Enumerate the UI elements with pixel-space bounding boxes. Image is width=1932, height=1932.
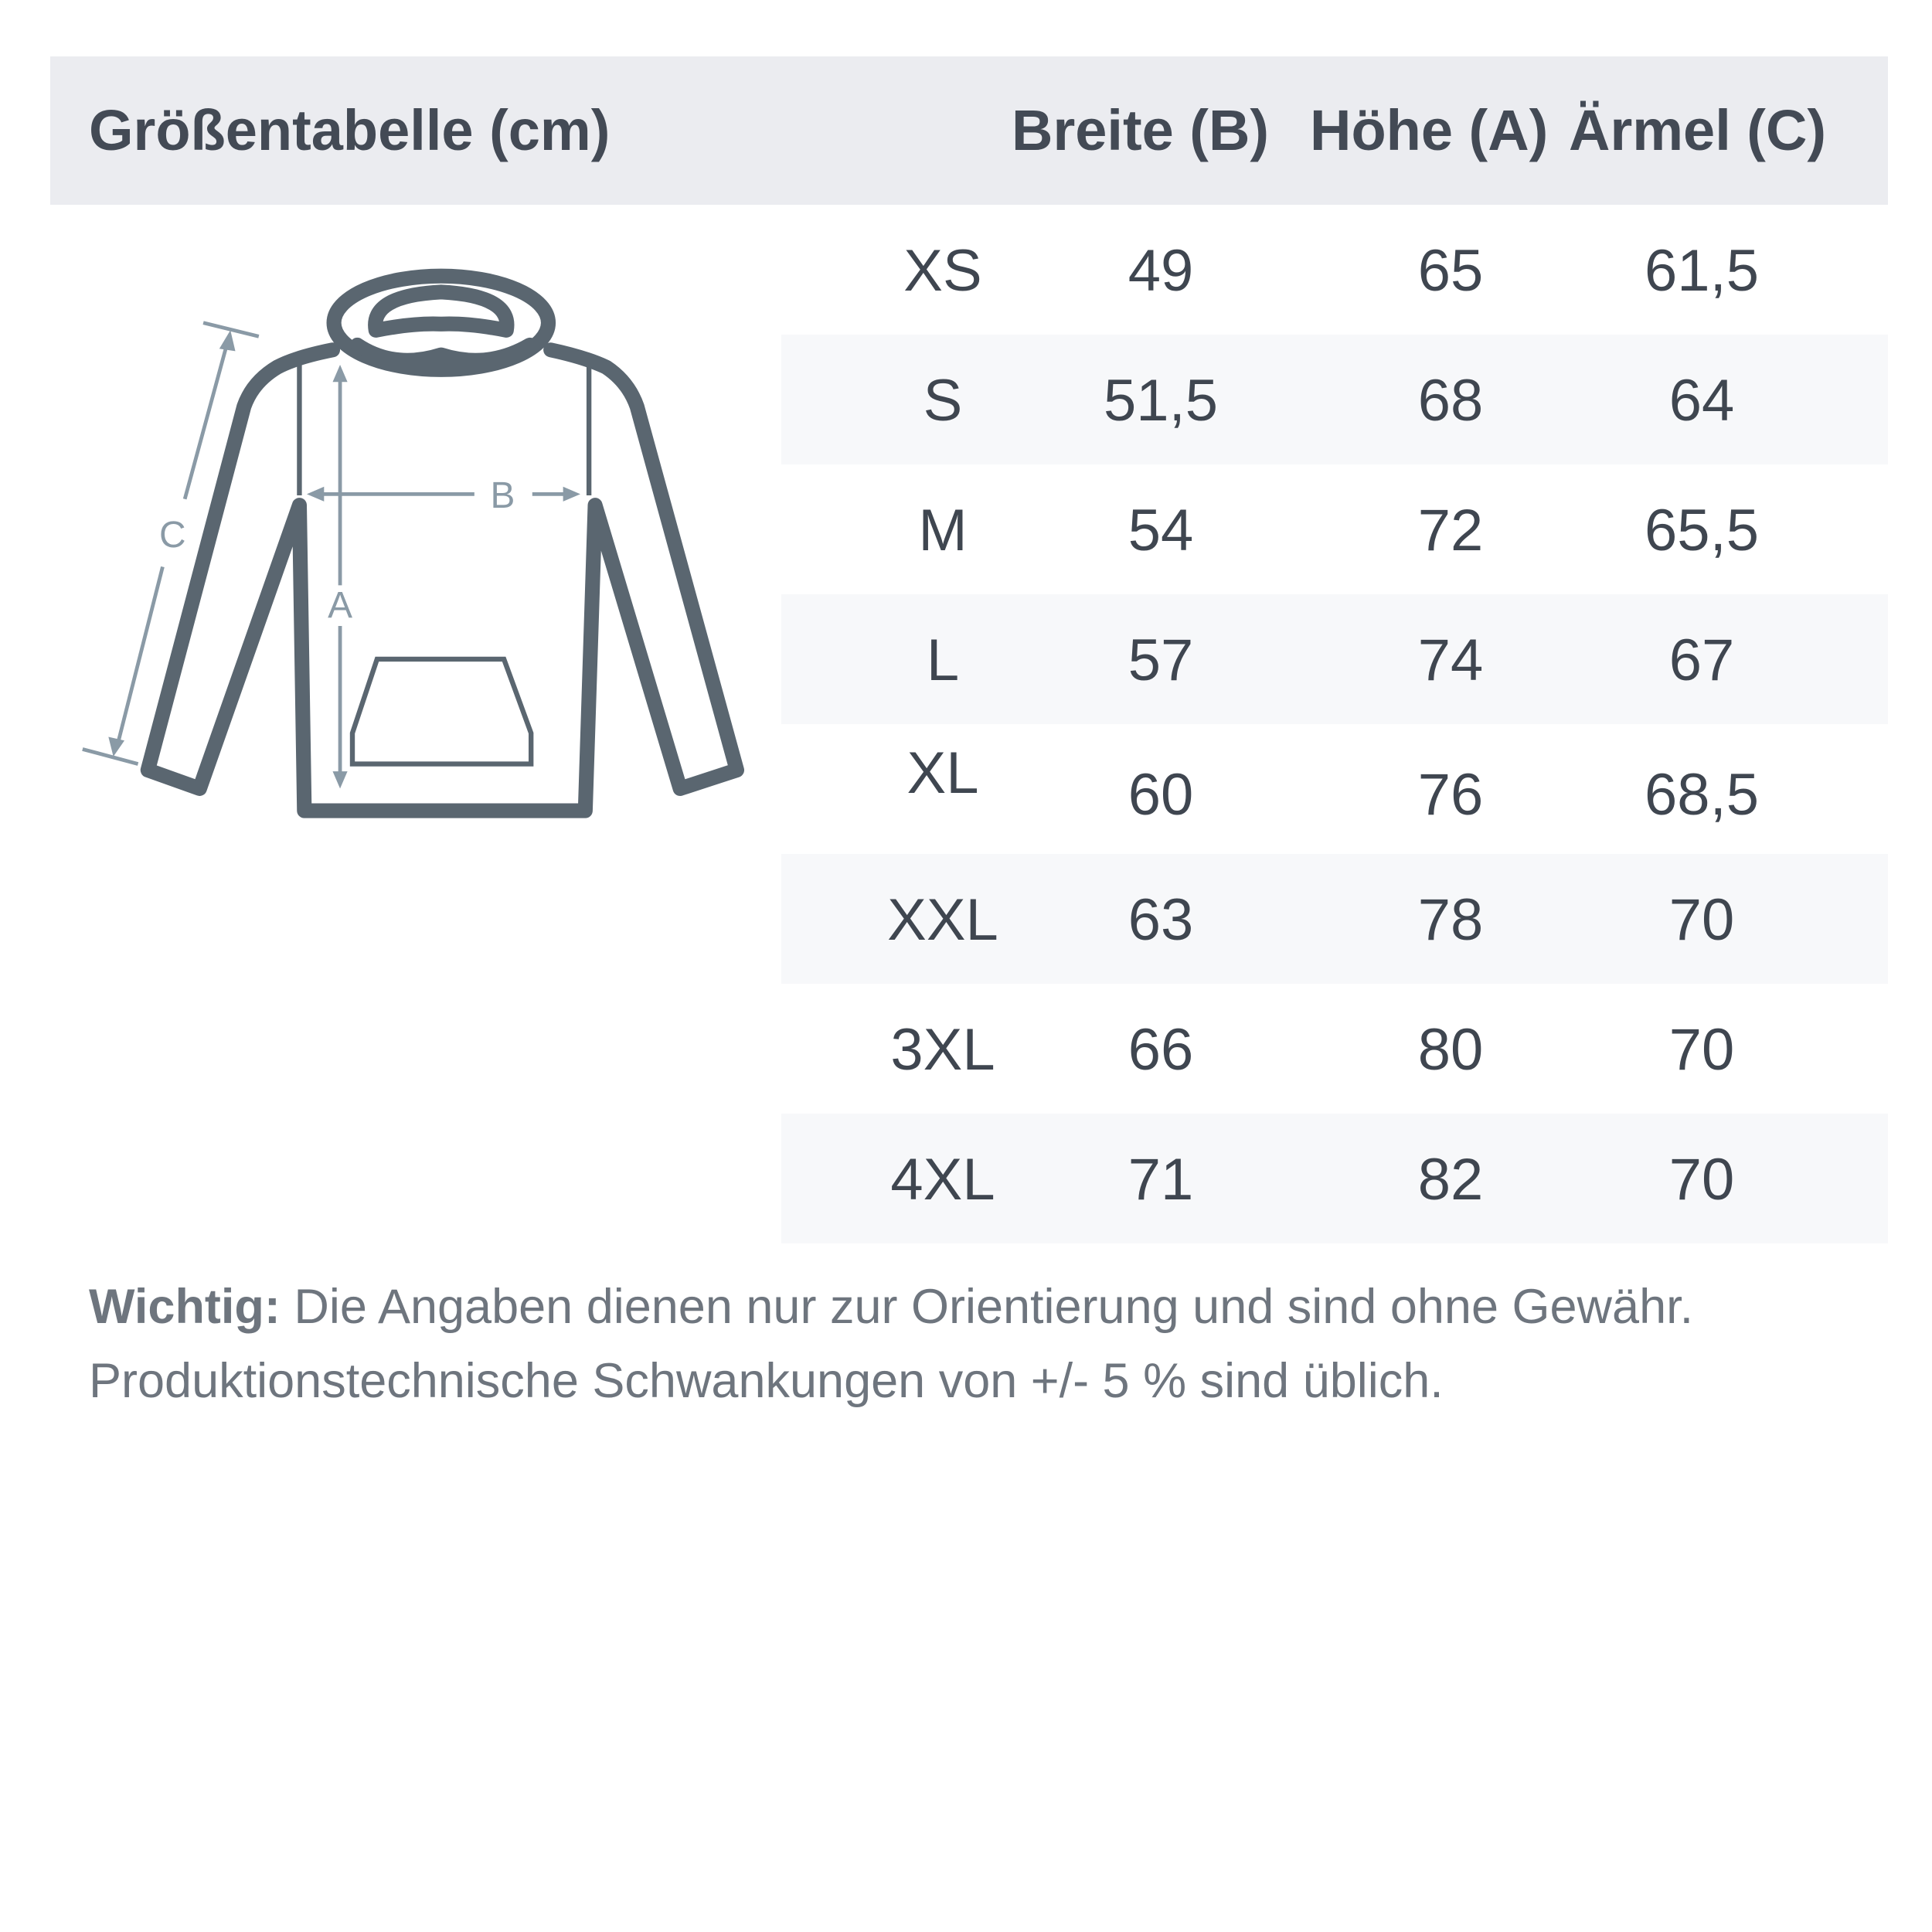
- cell-hoehe: 78: [1417, 887, 1484, 953]
- cell-aermel: 70: [1668, 1017, 1735, 1083]
- cell-aermel: 61,5: [1645, 238, 1759, 304]
- cell-size: 3XL: [890, 1017, 995, 1083]
- cell-breite: 51,5: [1104, 368, 1218, 434]
- row-stripe: [781, 854, 1888, 984]
- pocket-outline: [349, 656, 534, 767]
- cell-breite: 49: [1128, 238, 1194, 304]
- label-a: A: [328, 585, 352, 626]
- cell-breite: 60: [1128, 762, 1194, 828]
- row-stripe: [781, 1114, 1888, 1243]
- cell-size: M: [918, 498, 968, 563]
- page-title: Größentabelle (cm): [89, 98, 611, 162]
- cell-hoehe: 65: [1417, 238, 1484, 304]
- cell-size: XL: [906, 740, 979, 806]
- note-line-1: Wichtig: Die Angaben dienen nur zur Orie…: [89, 1279, 1693, 1335]
- measurement-arrows: [82, 321, 580, 789]
- cell-size: 4XL: [890, 1147, 995, 1213]
- cell-aermel: 70: [1668, 1147, 1735, 1213]
- cell-hoehe: 72: [1417, 498, 1484, 563]
- table-header-band: [50, 56, 1888, 205]
- label-b: B: [491, 475, 515, 516]
- cell-breite: 66: [1128, 1017, 1194, 1083]
- cell-aermel: 67: [1668, 628, 1735, 693]
- column-header-breite: Breite (B): [1012, 98, 1270, 162]
- cell-size: S: [923, 368, 963, 434]
- hoodie-icon: [140, 268, 745, 818]
- cell-breite: 54: [1128, 498, 1194, 563]
- cell-breite: 71: [1128, 1147, 1194, 1213]
- cell-aermel: 64: [1668, 368, 1735, 434]
- cell-hoehe: 76: [1417, 762, 1484, 828]
- cell-breite: 57: [1128, 628, 1194, 693]
- cell-hoehe: 68: [1417, 368, 1484, 434]
- note-text-1: Die Angaben dienen nur zur Orientierung …: [280, 1280, 1694, 1334]
- cell-aermel: 70: [1668, 887, 1735, 953]
- row-stripe: [781, 335, 1888, 464]
- label-c: C: [159, 515, 186, 556]
- cell-hoehe: 80: [1417, 1017, 1484, 1083]
- column-header-hoehe: Höhe (A): [1310, 98, 1549, 162]
- column-header-aermel: Ärmel (C): [1569, 98, 1827, 162]
- cell-aermel: 65,5: [1645, 498, 1759, 563]
- note-label: Wichtig:: [89, 1280, 281, 1334]
- cell-size: XS: [903, 238, 982, 304]
- cell-breite: 63: [1128, 887, 1194, 953]
- note-line-2: Produktionstechnische Schwankungen von +…: [89, 1354, 1444, 1408]
- cell-aermel: 68,5: [1645, 762, 1759, 828]
- cell-hoehe: 82: [1417, 1147, 1484, 1213]
- cell-size: XXL: [887, 887, 998, 953]
- cell-size: L: [926, 628, 960, 693]
- cell-hoehe: 74: [1417, 628, 1484, 693]
- row-stripe: [781, 594, 1888, 724]
